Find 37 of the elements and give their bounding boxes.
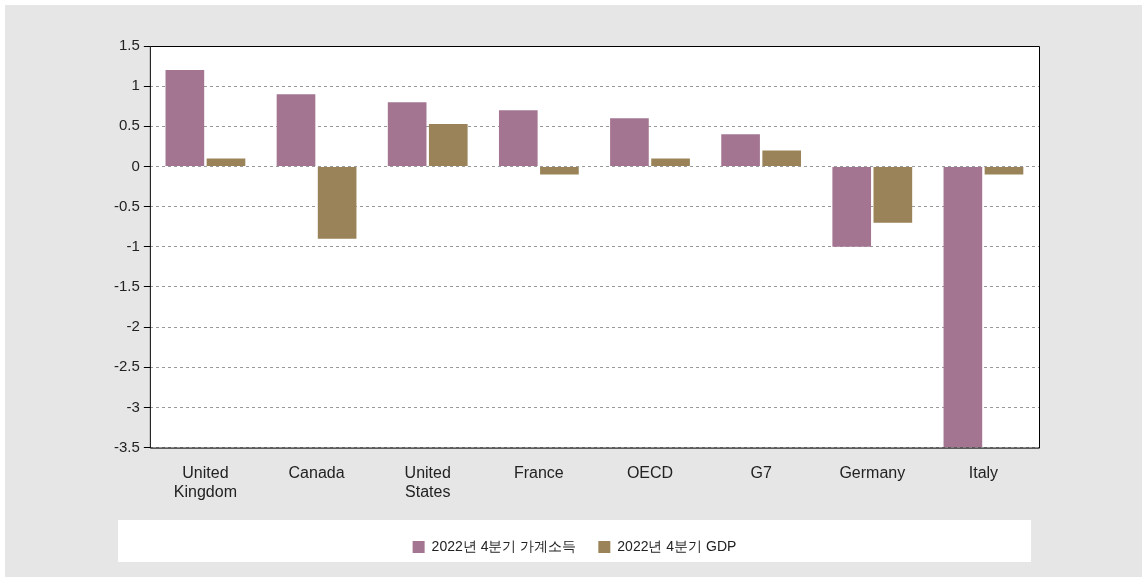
y-tick-label: -0.5 [113, 196, 140, 214]
y-tick-label: -2 [126, 317, 140, 335]
y-tick-label: 1 [131, 76, 140, 94]
legend-label: 2022년 4분기 가계소득 [431, 537, 577, 554]
y-tick-label: 1.5 [118, 36, 140, 54]
y-tick-label: -1.5 [113, 277, 140, 295]
x-tick-label: Canada [288, 463, 345, 481]
bar [540, 166, 579, 175]
bar [317, 166, 357, 239]
bar [387, 102, 427, 166]
y-tick-label: 0.5 [118, 116, 140, 134]
bar [984, 166, 1024, 175]
x-tick-label: G7 [750, 463, 772, 481]
bar [943, 166, 983, 448]
y-tick-label: -3 [126, 397, 140, 415]
bar [832, 166, 872, 247]
x-tick-label: Italy [968, 463, 999, 481]
bar [762, 150, 802, 166]
bar [165, 70, 205, 166]
legend-label: 2022년 4분기 GDP [617, 537, 737, 554]
bar [428, 123, 468, 166]
bar [498, 110, 538, 166]
x-tick-label: France [513, 463, 564, 481]
x-tick-label: Germany [839, 463, 906, 481]
y-tick-label: 0 [131, 156, 140, 174]
bar [276, 94, 316, 166]
x-tick-label: OECD [626, 463, 674, 481]
bar [206, 158, 246, 166]
bar [610, 118, 649, 166]
bar [873, 166, 913, 223]
bar [651, 158, 690, 166]
x-tick-label: United Kingdom [173, 463, 237, 500]
y-tick-label: -2.5 [113, 357, 140, 375]
y-tick-label: -3.5 [113, 437, 140, 455]
bar [721, 134, 760, 166]
y-tick-label: -1 [126, 236, 140, 254]
x-tick-label: United States [404, 463, 451, 500]
